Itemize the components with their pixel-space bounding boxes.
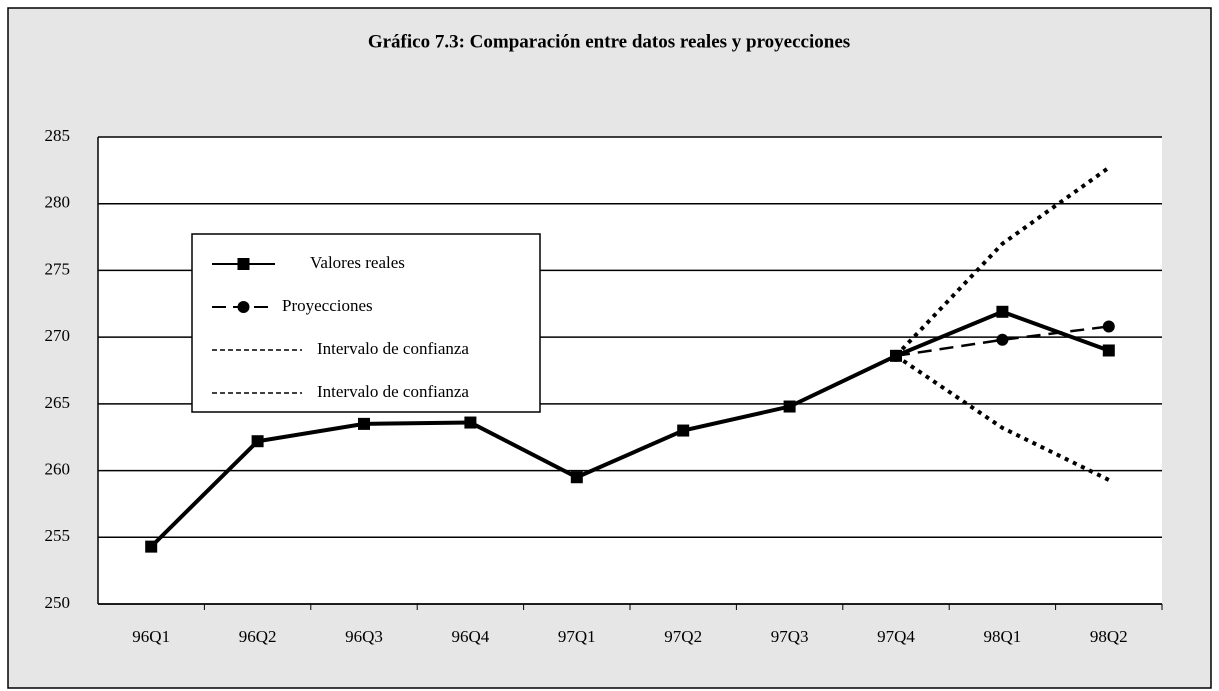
x-tick-label: 97Q4 bbox=[877, 627, 915, 646]
y-tick-label: 255 bbox=[45, 526, 71, 545]
x-tick-label: 96Q1 bbox=[132, 627, 170, 646]
y-tick-label: 250 bbox=[45, 593, 71, 612]
marker bbox=[358, 417, 370, 430]
marker bbox=[237, 258, 250, 270]
y-tick-label: 280 bbox=[45, 193, 71, 212]
marker bbox=[145, 540, 158, 553]
series-line bbox=[894, 354, 1110, 482]
x-tick-label: 98Q2 bbox=[1090, 627, 1128, 646]
marker bbox=[1102, 344, 1115, 357]
y-tick-label: 265 bbox=[45, 393, 71, 412]
marker bbox=[570, 471, 583, 484]
series-line bbox=[149, 309, 1110, 549]
y-tick-label: 260 bbox=[45, 459, 71, 478]
marker bbox=[783, 400, 796, 413]
x-tick-label: 97Q1 bbox=[558, 627, 596, 646]
y-tick-label: 275 bbox=[45, 259, 71, 278]
series-line bbox=[894, 166, 1110, 358]
x-tick-label: 97Q3 bbox=[771, 627, 809, 646]
marker bbox=[996, 305, 1009, 318]
marker bbox=[464, 416, 477, 429]
legend-label: Intervalo de confianza bbox=[317, 382, 469, 401]
marker bbox=[251, 435, 264, 448]
series-line bbox=[895, 325, 1109, 358]
legend-label: Proyecciones bbox=[282, 296, 373, 315]
marker bbox=[237, 301, 250, 313]
legend: Valores reales Proyecciones Intervalo de c… bbox=[191, 233, 541, 413]
y-tick-label: 270 bbox=[45, 326, 71, 345]
x-tick-label: 96Q2 bbox=[239, 627, 277, 646]
y-tick-label: 285 bbox=[45, 126, 71, 145]
x-tick-label: 97Q2 bbox=[664, 627, 702, 646]
marker bbox=[1102, 320, 1115, 333]
x-tick-label: 96Q4 bbox=[452, 627, 490, 646]
marker bbox=[996, 333, 1009, 346]
marker bbox=[677, 424, 690, 437]
legend-label: Valores reales bbox=[310, 253, 405, 272]
x-tick-label: 96Q3 bbox=[345, 627, 383, 646]
legend-label: Intervalo de confianza bbox=[317, 339, 469, 358]
x-tick-label: 98Q1 bbox=[984, 627, 1022, 646]
chart-title: Gráfico 7.3: Comparación entre datos rea… bbox=[368, 31, 850, 52]
